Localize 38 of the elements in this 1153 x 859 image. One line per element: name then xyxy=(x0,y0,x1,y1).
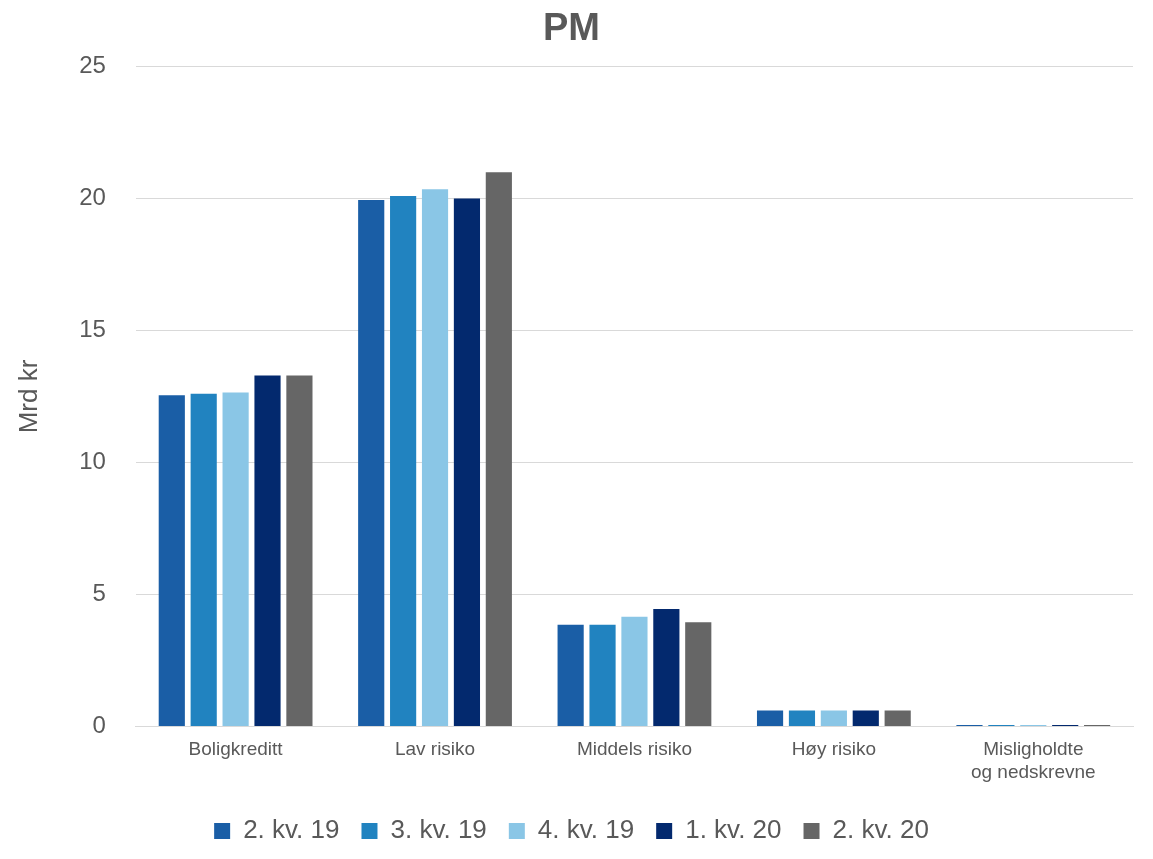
bar xyxy=(756,710,784,726)
bar xyxy=(390,195,417,726)
x-tick-label: Middels risiko xyxy=(576,738,692,760)
bar xyxy=(358,199,385,726)
bar xyxy=(852,710,879,726)
bar xyxy=(254,375,281,726)
legend-label: 4. kv. 19 xyxy=(537,814,635,845)
y-tick-label: 25 xyxy=(79,51,106,79)
legend-label: 2. kv. 19 xyxy=(243,814,340,845)
y-tick-label: 15 xyxy=(79,315,106,343)
y-tick-label: 10 xyxy=(79,447,106,475)
bar xyxy=(589,624,616,726)
legend-label: 1. kv. 20 xyxy=(685,814,782,845)
bar xyxy=(621,616,648,726)
chart-title: PM xyxy=(543,6,600,49)
x-tick-label: Høy risiko xyxy=(791,738,877,760)
y-tick-label: 5 xyxy=(92,579,106,607)
bar xyxy=(820,710,847,726)
y-axis-title: Mrd kr xyxy=(12,359,43,434)
bar xyxy=(190,393,217,726)
bar xyxy=(557,624,584,726)
bar xyxy=(788,710,816,726)
x-tick-label: Lav risiko xyxy=(394,738,476,760)
bar xyxy=(158,395,185,726)
y-tick-label: 0 xyxy=(92,711,106,739)
bar xyxy=(222,392,249,726)
bar xyxy=(485,172,512,726)
bar xyxy=(421,189,449,726)
legend-label: 3. kv. 19 xyxy=(390,814,487,845)
bar xyxy=(685,622,712,726)
bar xyxy=(286,375,313,726)
bar xyxy=(453,198,481,726)
legend-label: 2. kv. 20 xyxy=(832,814,929,845)
bar xyxy=(884,710,911,726)
bar xyxy=(653,608,680,726)
x-tick-label: Misligholdte og nedskrevne xyxy=(970,738,1096,782)
x-tick-label: Boligkreditt xyxy=(188,738,284,760)
y-tick-label: 20 xyxy=(79,183,106,211)
